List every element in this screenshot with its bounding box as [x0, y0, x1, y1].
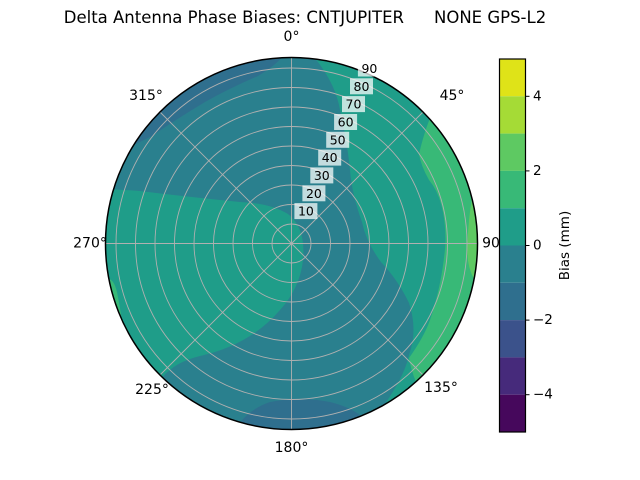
colorbar: 4 2 0 −2 −4 Bias (mm)	[498, 58, 573, 433]
r-tick-label-30: 30	[314, 168, 330, 183]
colorbar-band-1-2	[499, 170, 526, 209]
theta-tick-labels: 0° 45° 90 135° 180° 225° 270° 315°	[73, 29, 500, 456]
colorbar-band-3-4	[499, 96, 526, 134]
contour-region-south-m2-m1	[240, 399, 362, 430]
figure-title-suffix: NONE GPS-L2	[434, 8, 546, 27]
polar-contour-field	[105, 57, 478, 430]
colorbar-tick-0: 0	[533, 238, 542, 254]
theta-label-45: 45°	[440, 88, 465, 104]
polar-outer-spine	[104, 56, 479, 431]
theta-label-225: 225°	[135, 382, 169, 398]
theta-label-0: 0°	[284, 29, 300, 45]
r-tick-label-90: 90	[361, 61, 377, 76]
colorbar-band-m3-m2	[499, 320, 526, 358]
theta-label-90: 90	[482, 236, 500, 252]
colorbar-band-m2-m1	[499, 282, 526, 321]
r-tick-label-40: 40	[322, 150, 338, 165]
r-tick-label-80: 80	[354, 79, 370, 94]
colorbar-ticks	[525, 95, 530, 396]
colorbar-band-m1-0	[499, 245, 526, 283]
figure-title-main: Delta Antenna Phase Biases: CNTJUPITER	[64, 8, 404, 27]
contour-region-west-1-2-sliver	[108, 279, 122, 320]
colorbar-bands	[499, 59, 526, 432]
colorbar-band-m5-m4	[499, 394, 526, 432]
theta-label-315: 315°	[129, 88, 163, 104]
colorbar-tick-4: 4	[533, 88, 542, 104]
theta-label-180: 180°	[275, 440, 309, 456]
r-tick-label-10: 10	[298, 204, 314, 219]
contour-region-east-2-3	[467, 198, 478, 279]
polar-grid-spokes	[105, 57, 478, 430]
colorbar-band-2-3	[499, 133, 526, 171]
r-tick-label-60: 60	[338, 115, 354, 130]
colorbar-band-4-5	[499, 59, 526, 97]
colorbar-tick-labels: 4 2 0 −2 −4	[533, 88, 553, 402]
theta-label-135: 135°	[424, 380, 458, 396]
radial-tick-labels: 10 20 30 40 50 60 70 80 90	[294, 60, 381, 220]
colorbar-band-0-1	[499, 208, 526, 246]
colorbar-tick-m2: −2	[533, 312, 553, 328]
theta-label-270: 270°	[73, 236, 107, 252]
colorbar-axis-label: Bias (mm)	[557, 211, 573, 280]
r-tick-label-20: 20	[306, 186, 322, 201]
contour-region-east-1-2	[409, 119, 478, 382]
colorbar-tick-2: 2	[533, 163, 542, 179]
r-tick-label-70: 70	[346, 97, 362, 112]
r-tick-label-50: 50	[330, 132, 346, 147]
colorbar-band-m4-m3	[499, 357, 526, 395]
colorbar-tick-m4: −4	[533, 387, 553, 403]
